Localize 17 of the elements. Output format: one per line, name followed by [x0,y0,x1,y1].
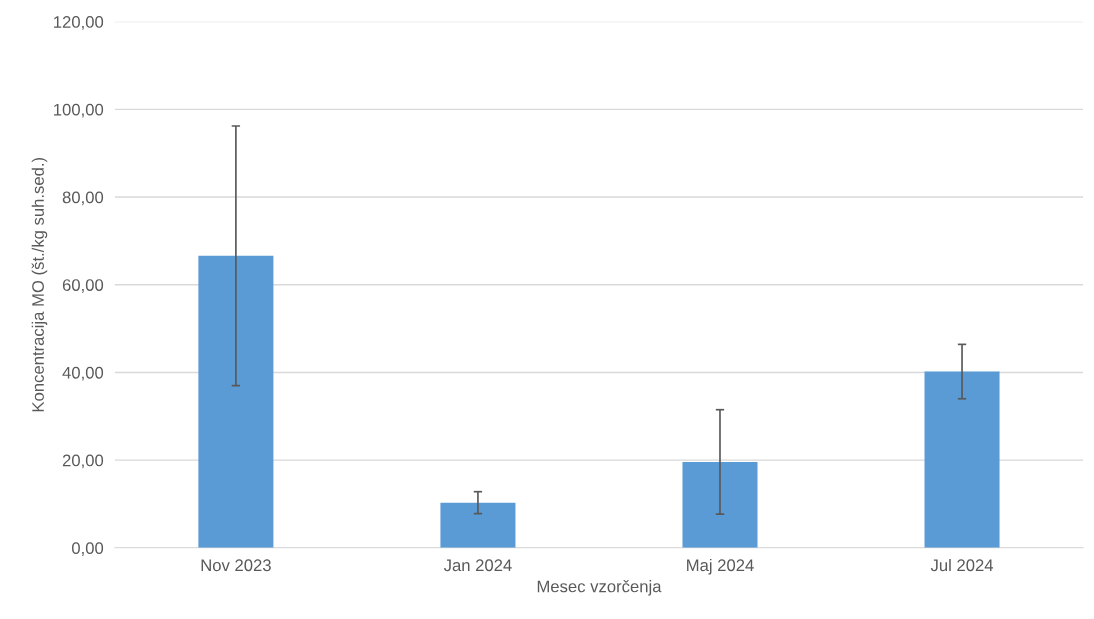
y-tick-label: 120,00 [54,16,104,30]
y-tick-label: 60,00 [62,279,104,293]
bar [198,255,274,548]
y-tick-label: 40,00 [62,366,104,381]
y-tick-label: 20,00 [62,454,104,469]
x-tick-label: Maj 2024 [687,558,754,575]
y-axis-title: Koncentracija MO (št./kg suh.sed.) [31,157,48,412]
x-axis-title: Mesec vzorčenja [537,580,662,596]
bar [682,461,758,548]
x-tick-label: Nov 2023 [201,559,271,572]
bar [924,371,1000,548]
x-tick-label: Jan 2024 [443,559,512,572]
y-tick-label: 100,00 [54,103,104,118]
bar [440,502,516,548]
y-tick-label: 80,00 [62,191,104,206]
y-tick-label: 0,00 [71,542,104,556]
x-tick-label: Jul 2024 [930,558,994,572]
